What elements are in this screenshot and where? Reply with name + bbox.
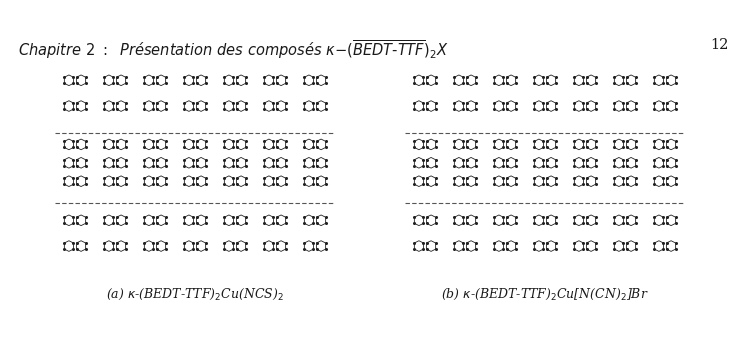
Text: 12: 12 [710, 38, 728, 52]
Text: $\it{Chapitre\ 2\ :\ \ Présentation\ des\ composés\ }$$\it{\kappa}$$\it{-(}$$\it: $\it{Chapitre\ 2\ :\ \ Présentation\ des… [18, 38, 448, 61]
Text: (b) $\kappa$-(BEDT-TTF)$_2$Cu[N(CN)$_2$]Br: (b) $\kappa$-(BEDT-TTF)$_2$Cu[N(CN)$_2$]… [441, 287, 649, 302]
Text: (a) $\kappa$-(BEDT-TTF)$_2$Cu(NCS)$_2$: (a) $\kappa$-(BEDT-TTF)$_2$Cu(NCS)$_2$ [106, 287, 284, 302]
